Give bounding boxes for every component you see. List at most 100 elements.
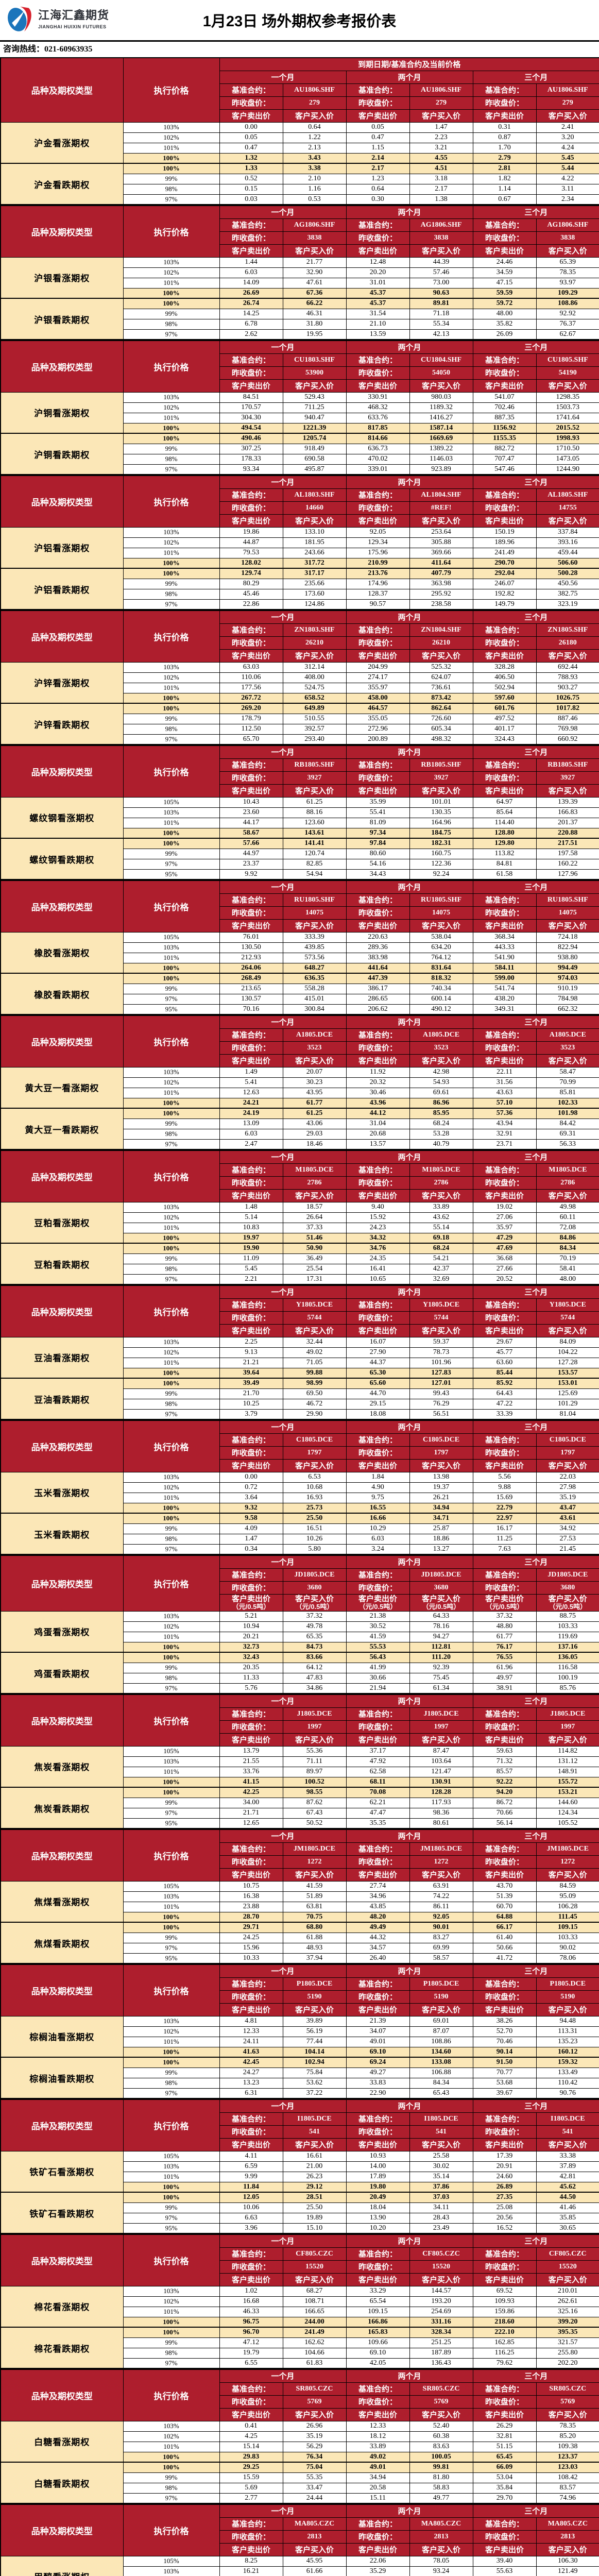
quote-block-a: 品种及期权类型 执行价格 一个月 两个月 三个月 基准合约： A1805.DCE 基准合约： A… bbox=[0, 1015, 599, 1150]
strike-cell: 100% bbox=[123, 1911, 220, 1923]
strike-cell: 98% bbox=[123, 588, 220, 600]
price-cell: 16.55 bbox=[346, 1502, 410, 1514]
price-cell: 0.05 bbox=[346, 122, 410, 133]
price-cell: 213.76 bbox=[346, 568, 410, 579]
prev-close-value-0: 279 bbox=[282, 96, 347, 110]
table-row: 95% 70.16 300.84 206.62 490.12 349.31 662.32 bbox=[1, 1004, 599, 1015]
price-cell: 84.34 bbox=[536, 1243, 599, 1254]
price-cell: 200.89 bbox=[346, 734, 410, 745]
price-cell: 27.06 bbox=[472, 1212, 537, 1223]
price-cell: 1741.64 bbox=[536, 412, 599, 423]
price-cell: 662.32 bbox=[536, 1004, 599, 1015]
prev-close-label-1: 昨收盘价： bbox=[346, 636, 410, 650]
strike-cell: 97% bbox=[123, 858, 220, 870]
price-cell: 35.85 bbox=[536, 2212, 599, 2224]
price-cell: 292.04 bbox=[472, 568, 537, 579]
strike-header: 执行价格 bbox=[123, 1420, 220, 1472]
price-cell: 13.59 bbox=[346, 329, 410, 340]
price-cell: 32.44 bbox=[282, 1336, 347, 1348]
price-cell: 74.22 bbox=[409, 1891, 473, 1902]
price-cell: 13.23 bbox=[219, 2077, 283, 2089]
table-row: 豆油看跌期权 100% 39.49 98.99 65.60 127.01 85.92 153.… bbox=[0, 1378, 599, 1420]
prev-close-value-2: 1272 bbox=[536, 1855, 599, 1869]
contract-label-2: 基准合约： bbox=[472, 218, 537, 232]
prev-close-value-1: 279 bbox=[409, 96, 473, 110]
price-cell: 244.00 bbox=[282, 2316, 347, 2328]
price-cell: 59.63 bbox=[472, 1745, 537, 1757]
price-cell: 20.35 bbox=[219, 1662, 283, 1673]
table-row: 焦炭看涨期权 105% 13.79 55.36 37.17 87.47 59.63 114.8… bbox=[0, 1745, 599, 1788]
price-cell: 76.37 bbox=[536, 318, 599, 330]
sell-header-2: 客户卖出价 bbox=[472, 784, 537, 798]
strike-cell: 103% bbox=[123, 942, 220, 953]
sell-header-0: 客户卖出价 bbox=[219, 1324, 283, 1337]
price-cell: 401.17 bbox=[472, 723, 537, 735]
price-cell: 91.50 bbox=[472, 2057, 537, 2068]
price-cell: 64.33 bbox=[409, 1611, 473, 1622]
buy-header-0: 客户买入价 bbox=[282, 2543, 347, 2556]
price-cell: 32.90 bbox=[282, 267, 347, 278]
price-cell: 26.23 bbox=[282, 2171, 347, 2182]
price-cell: 100.19 bbox=[536, 1672, 599, 1684]
contract-label-1: 基准合约： bbox=[346, 623, 410, 637]
price-cell: 166.65 bbox=[282, 2306, 347, 2317]
price-cell: 0.00 bbox=[219, 1471, 283, 1483]
price-cell: 28.43 bbox=[409, 2212, 473, 2224]
variety-header: 品种及期权类型 bbox=[0, 2504, 124, 2556]
price-cell: 0.00 bbox=[219, 122, 283, 133]
price-cell: 103.33 bbox=[536, 1621, 599, 1632]
price-cell: 2.23 bbox=[409, 132, 473, 143]
table-row: 101% 14.09 47.61 31.01 73.00 47.15 93.97 bbox=[1, 277, 599, 289]
price-cell: 324.43 bbox=[472, 734, 537, 745]
prev-close-value-0: 1797 bbox=[282, 1446, 347, 1460]
sell-header-2: 客户卖出价 bbox=[472, 244, 537, 258]
price-cell: 9.92 bbox=[219, 869, 283, 880]
prev-close-value-1: 5190 bbox=[409, 1990, 473, 2004]
price-cell: 24.60 bbox=[472, 2171, 537, 2182]
price-cell: 70.46 bbox=[472, 2036, 537, 2047]
price-cell: 90.02 bbox=[536, 1942, 599, 1954]
price-cell: 5.45 bbox=[219, 1263, 283, 1275]
price-cell: 127.01 bbox=[409, 1378, 473, 1389]
contract-label-1: 基准合约： bbox=[346, 1298, 410, 1312]
price-cell: 1155.35 bbox=[472, 433, 537, 444]
price-cell: 62.58 bbox=[346, 1766, 410, 1777]
sell-header-1: 客户卖出价 bbox=[346, 1868, 410, 1882]
price-cell: 64.97 bbox=[472, 796, 537, 808]
price-cell: 355.97 bbox=[346, 682, 410, 693]
price-cell: 21.10 bbox=[346, 318, 410, 330]
price-cell: 5.69 bbox=[219, 2482, 283, 2494]
contract-value-0: MA805.CZC bbox=[282, 2517, 347, 2531]
prev-close-value-2: 14075 bbox=[536, 906, 599, 920]
price-cell: 101.98 bbox=[536, 1108, 599, 1119]
price-cell: 2.25 bbox=[219, 1336, 283, 1348]
price-cell: 104.66 bbox=[282, 2347, 347, 2359]
price-cell: 18.12 bbox=[346, 2431, 410, 2442]
strike-cell: 101% bbox=[123, 2036, 220, 2047]
price-cell: 4.90 bbox=[346, 1482, 410, 1493]
strike-cell: 103% bbox=[123, 2285, 220, 2297]
price-cell: 60.70 bbox=[472, 1901, 537, 1912]
price-cell: 253.64 bbox=[409, 527, 473, 538]
table-row: 98% 178.33 690.58 470.02 1146.03 707.47 1473.0… bbox=[1, 453, 599, 465]
strike-cell: 100% bbox=[123, 2192, 220, 2203]
price-cell: 51.39 bbox=[472, 1891, 537, 1902]
strike-cell: 102% bbox=[123, 1621, 220, 1632]
prev-close-label-1: 昨收盘价： bbox=[346, 1990, 410, 2004]
strike-cell: 103% bbox=[123, 662, 220, 673]
price-cell: 0.64 bbox=[346, 183, 410, 195]
table-row: 98% 6.03 29.03 20.68 53.28 32.91 69.31 bbox=[1, 1128, 599, 1140]
quote-block-sr: 品种及期权类型 执行价格 一个月 两个月 三个月 基准合约： SR805.CZC 基准合约： S… bbox=[0, 2369, 599, 2504]
price-cell: 109.15 bbox=[346, 2306, 410, 2317]
strike-cell: 98% bbox=[123, 1533, 220, 1545]
price-cell: 201.37 bbox=[536, 817, 599, 828]
put-option-label: 沪银看跌期权 bbox=[0, 298, 124, 340]
strike-header: 执行价格 bbox=[123, 340, 220, 393]
price-cell: 20.58 bbox=[346, 2482, 410, 2494]
price-cell: 34.32 bbox=[346, 1232, 410, 1244]
price-cell: 339.01 bbox=[346, 464, 410, 475]
contract-value-0: CU1803.SHF bbox=[282, 353, 347, 367]
contract-label-2: 基准合约： bbox=[472, 623, 537, 637]
strike-cell: 100% bbox=[123, 433, 220, 444]
price-cell: 222.10 bbox=[472, 2327, 537, 2338]
